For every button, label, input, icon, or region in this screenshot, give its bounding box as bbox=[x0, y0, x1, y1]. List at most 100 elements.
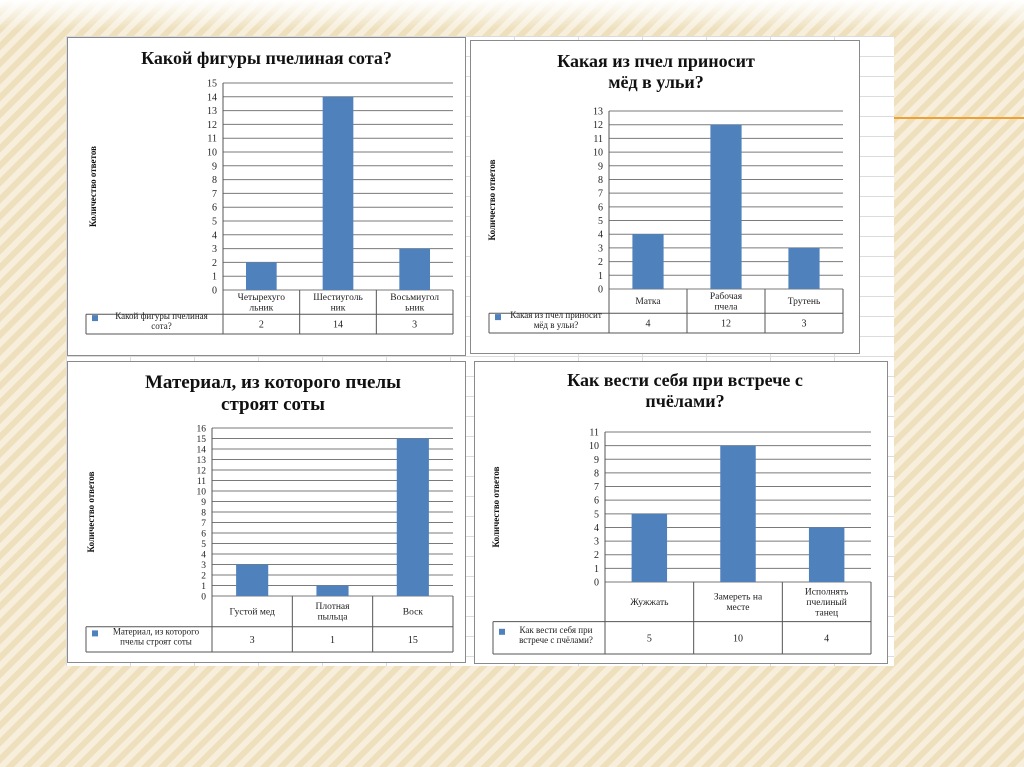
data-label: 4 bbox=[646, 319, 651, 330]
y-tick-label: 1 bbox=[594, 564, 599, 575]
y-tick-label: 6 bbox=[201, 530, 206, 540]
x-tick-label: Жужжать bbox=[630, 598, 669, 608]
y-tick-label: 15 bbox=[207, 79, 217, 90]
y-axis-label: Количество ответов bbox=[491, 466, 501, 547]
y-axis-label: Количество ответов bbox=[88, 146, 98, 227]
y-tick-label: 11 bbox=[207, 134, 217, 145]
y-tick-label: 2 bbox=[201, 572, 206, 582]
y-tick-label: 4 bbox=[594, 523, 599, 534]
y-tick-label: 8 bbox=[598, 175, 603, 186]
y-tick-label: 11 bbox=[593, 134, 603, 145]
y-tick-label: 9 bbox=[212, 161, 217, 172]
y-tick-label: 12 bbox=[197, 467, 207, 477]
y-tick-label: 5 bbox=[594, 509, 599, 520]
y-tick-label: 10 bbox=[207, 148, 217, 159]
y-tick-label: 3 bbox=[212, 244, 217, 255]
y-tick-label: 2 bbox=[212, 258, 217, 269]
y-axis-label: Количество ответов bbox=[487, 159, 497, 240]
y-tick-label: 5 bbox=[598, 216, 603, 227]
x-tick-label: Исполнять пчелиный танец bbox=[805, 587, 849, 618]
slide-top-highlight bbox=[0, 0, 1024, 30]
y-tick-label: 10 bbox=[593, 148, 603, 159]
y-tick-label: 1 bbox=[201, 582, 206, 592]
legend-key bbox=[92, 630, 98, 637]
bar-1 bbox=[246, 262, 277, 290]
chart-title: Материал, из которого пчелы строят соты bbox=[145, 372, 401, 415]
bar-2 bbox=[322, 96, 354, 290]
y-tick-label: 11 bbox=[197, 477, 206, 487]
y-tick-label: 6 bbox=[598, 202, 603, 213]
y-tick-label: 3 bbox=[594, 537, 599, 548]
x-tick-label: Замереть на месте bbox=[714, 593, 763, 614]
y-tick-label: 12 bbox=[593, 120, 603, 131]
legend-label: Как вести себя при встрече с пчёлами? bbox=[519, 625, 593, 645]
data-label: 5 bbox=[647, 633, 652, 644]
data-label: 10 bbox=[733, 633, 743, 644]
data-label: 1 bbox=[330, 635, 335, 646]
bar-3 bbox=[396, 438, 429, 596]
accent-line bbox=[893, 117, 1024, 119]
x-tick-label: Воск bbox=[403, 607, 424, 617]
x-tick-label: Рабочая пчела bbox=[710, 291, 743, 313]
y-tick-label: 9 bbox=[598, 161, 603, 172]
y-tick-label: 16 bbox=[197, 425, 207, 435]
y-tick-label: 7 bbox=[594, 482, 599, 493]
legend-key bbox=[92, 315, 98, 322]
data-label: 4 bbox=[824, 633, 829, 644]
y-tick-label: 10 bbox=[197, 488, 207, 498]
y-tick-label: 14 bbox=[197, 446, 207, 456]
chart-title: Какая из пчел приносит мёд в ульи? bbox=[557, 51, 755, 92]
bar-1 bbox=[632, 234, 664, 289]
y-tick-label: 8 bbox=[201, 509, 206, 519]
y-tick-label: 4 bbox=[212, 230, 217, 241]
y-tick-label: 2 bbox=[594, 550, 599, 561]
y-tick-label: 6 bbox=[212, 203, 217, 214]
y-tick-label: 3 bbox=[598, 243, 603, 254]
y-tick-label: 10 bbox=[589, 441, 599, 452]
y-tick-label: 4 bbox=[598, 230, 603, 241]
bar-3 bbox=[788, 247, 820, 289]
y-tick-label: 0 bbox=[594, 578, 599, 589]
y-tick-label: 7 bbox=[598, 189, 603, 200]
x-tick-label: Шестиуголь ник bbox=[313, 293, 363, 314]
data-label: 3 bbox=[412, 320, 417, 331]
y-tick-label: 3 bbox=[201, 561, 206, 571]
chart-panel-comb-material: Материал, из которого пчелы строят соты … bbox=[67, 361, 466, 663]
y-tick-label: 12 bbox=[207, 120, 217, 131]
data-label: 2 bbox=[259, 320, 264, 331]
data-label: 15 bbox=[408, 635, 418, 646]
x-tick-label: Матка bbox=[635, 297, 661, 307]
y-tick-label: 14 bbox=[207, 92, 217, 103]
y-tick-label: 1 bbox=[212, 272, 217, 283]
y-tick-label: 8 bbox=[594, 468, 599, 479]
y-tick-label: 9 bbox=[201, 498, 206, 508]
bar-2 bbox=[316, 585, 349, 596]
y-tick-label: 4 bbox=[201, 551, 206, 561]
y-tick-label: 13 bbox=[593, 107, 603, 118]
data-label: 14 bbox=[333, 320, 343, 331]
chart-panel-honeycomb-shape: Какой фигуры пчелиная сота? 0 1 2 3 4 5 6 7 8 9 10… bbox=[67, 37, 466, 356]
y-tick-label: 11 bbox=[589, 428, 599, 439]
y-tick-label: 13 bbox=[207, 106, 217, 117]
data-label: 12 bbox=[721, 319, 731, 330]
y-tick-label: 0 bbox=[598, 285, 603, 296]
bar-2 bbox=[720, 445, 756, 582]
chart-title: Как вести себя при встрече с пчёлами? bbox=[567, 370, 803, 411]
bar-1 bbox=[631, 513, 668, 582]
legend-label: Какая из пчел приносит мёд в ульи? bbox=[510, 310, 602, 330]
y-tick-label: 0 bbox=[201, 593, 206, 603]
x-tick-label: Трутень bbox=[788, 297, 821, 307]
y-tick-label: 8 bbox=[212, 175, 217, 186]
y-tick-label: 7 bbox=[201, 519, 206, 529]
y-tick-label: 5 bbox=[201, 540, 206, 550]
y-tick-label: 2 bbox=[598, 257, 603, 268]
y-tick-label: 1 bbox=[598, 271, 603, 282]
bar-2 bbox=[710, 124, 742, 289]
x-tick-label: Четырехуго льник bbox=[238, 293, 286, 314]
bar-3 bbox=[399, 248, 430, 290]
y-tick-label: 15 bbox=[197, 435, 207, 445]
bar-3 bbox=[808, 527, 845, 582]
y-tick-label: 7 bbox=[212, 189, 217, 200]
legend-key bbox=[499, 628, 505, 635]
